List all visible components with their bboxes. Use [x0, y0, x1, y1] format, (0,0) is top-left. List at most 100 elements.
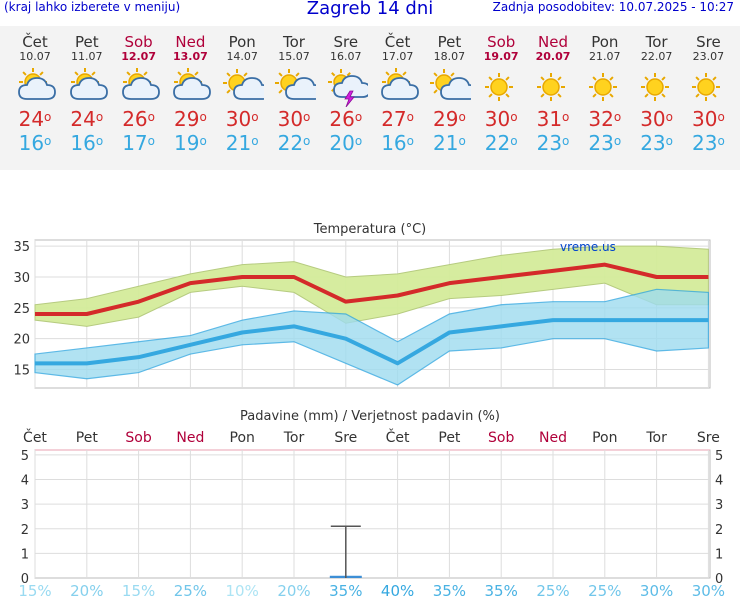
daily-forecast-strip: Čet 10.07 24o 16o Pet 11.07 24o 16o Sob 12.07 26o 1…	[0, 26, 740, 170]
day-name: Pon	[228, 33, 256, 51]
precip-probability: 30%	[692, 582, 725, 600]
max-temp: 29o	[173, 107, 207, 131]
max-temp: 24o	[70, 107, 104, 131]
precip-probability: 30%	[640, 582, 673, 600]
day-name: Čet	[384, 33, 411, 51]
precipitation-chart: Padavine (mm) / Verjetnost padavin (%) Če…	[18, 409, 725, 600]
day-column: Pet 18.07 29o 21o	[423, 26, 479, 155]
min-temp: 23o	[691, 131, 725, 155]
x-tick-label: Pet	[438, 430, 461, 446]
min-temp: 16o	[70, 131, 104, 155]
partly-cloudy-icon	[164, 67, 216, 107]
y-tick-label-right: 2	[715, 523, 723, 538]
precip-probability: 20%	[70, 582, 103, 600]
day-date: 19.07	[483, 50, 519, 63]
mostly-sunny-icon	[216, 67, 272, 107]
min-temp: 21o	[225, 131, 259, 155]
plot-area	[34, 449, 711, 579]
precip-probability: 15%	[122, 582, 155, 600]
day-name: Ned	[538, 33, 568, 51]
day-date: 15.07	[278, 50, 310, 63]
sunny-icon	[579, 67, 631, 107]
y-tick-label-left: 5	[21, 449, 29, 464]
day-column: Sob 19.07 30o 22o	[475, 26, 527, 156]
thunderstorm-sun-icon	[320, 67, 372, 108]
day-date: 13.07	[172, 50, 208, 63]
day-name: Pon	[591, 33, 619, 51]
min-temp-band	[34, 288, 709, 386]
day-name: Tor	[283, 33, 305, 51]
precip-probability: 10%	[226, 582, 259, 600]
y-tick-label: 35	[13, 240, 30, 255]
precip-probability: 35%	[329, 582, 362, 600]
day-date: 10.07	[19, 50, 51, 63]
precip-probability: 20%	[277, 582, 310, 600]
y-tick-label-right: 3	[715, 498, 723, 513]
max-temp: 31o	[536, 107, 570, 131]
day-name: Čet	[22, 33, 48, 51]
day-name: Pet	[74, 33, 99, 51]
y-tick-label-left: 3	[21, 498, 29, 513]
sunny-icon	[475, 67, 527, 107]
day-column: Sre 23.07 30o 23o	[682, 26, 734, 156]
y-tick-label-right: 0	[715, 572, 723, 587]
max-temp: 29o	[432, 107, 466, 131]
x-tick-label: Pon	[230, 430, 255, 446]
max-temp: 26o	[329, 107, 363, 131]
max-temp: 30o	[225, 107, 259, 131]
day-column: Čet 10.07 24o 16o	[9, 26, 61, 155]
precip-probability: 40%	[381, 582, 414, 600]
day-date: 20.07	[535, 50, 571, 63]
day-name: Sre	[333, 33, 359, 51]
y-tick-label: 25	[13, 302, 30, 317]
min-temp: 22o	[484, 131, 518, 155]
day-name: Sob	[124, 33, 153, 51]
x-tick-label: Sob	[125, 430, 151, 446]
x-tick-label: Ned	[539, 430, 567, 446]
min-temp: 21o	[432, 131, 466, 155]
x-tick-label: Pon	[592, 430, 617, 446]
day-name: Tor	[645, 33, 668, 51]
partly-cloudy-icon	[9, 67, 61, 107]
day-column: Tor 15.07 30o 22o	[268, 26, 323, 155]
temperature-chart: Temperatura (°C) 15 20 25 30 35 vreme.us	[13, 222, 711, 389]
y-tick-label-left: 1	[21, 547, 29, 562]
x-tick-label: Sre	[697, 430, 720, 446]
day-column: Sre 16.07 26o 20o	[320, 26, 372, 155]
day-name: Pet	[437, 33, 462, 51]
mostly-sunny-icon	[423, 67, 479, 107]
partly-cloudy-icon	[61, 67, 113, 107]
precip-probability: 35%	[485, 582, 518, 600]
precip-probability: 25%	[174, 582, 207, 600]
day-name: Ned	[175, 33, 206, 51]
day-date: 23.07	[692, 50, 725, 63]
y-tick-label-right: 4	[715, 474, 723, 489]
precip-probability: 25%	[588, 582, 621, 600]
day-name: Sre	[696, 33, 721, 51]
precip-probability: 35%	[433, 582, 466, 600]
max-temp: 30o	[640, 107, 673, 131]
day-date: 17.07	[381, 50, 414, 63]
x-tick-label: Čet	[386, 428, 410, 446]
max-temp: 30o	[484, 107, 518, 131]
y-tick-label-left: 4	[21, 474, 29, 489]
min-temp: 16o	[381, 131, 414, 155]
sunny-icon	[682, 67, 734, 107]
max-temp-line	[35, 262, 709, 316]
min-temp: 22o	[277, 131, 311, 155]
page-title: Zagreb 14 dni	[306, 0, 434, 19]
x-tick-label: Tor	[283, 430, 305, 446]
day-date: 14.07	[226, 50, 258, 63]
x-tick-label: Sob	[488, 430, 514, 446]
min-temp-line	[35, 318, 709, 366]
day-column: Pet 11.07 24o 16o	[61, 26, 113, 155]
day-column: Sob 12.07 26o 17o	[113, 26, 165, 155]
day-column: Pon 21.07 32o 23o	[579, 26, 631, 156]
max-temp: 26o	[122, 107, 155, 131]
y-tick-label-right: 5	[715, 449, 723, 464]
day-date: 21.07	[589, 50, 621, 63]
max-temp: 24o	[18, 107, 52, 131]
x-tick-label: Čet	[23, 428, 47, 446]
mostly-sunny-icon	[268, 67, 323, 107]
day-date: 12.07	[121, 50, 156, 63]
